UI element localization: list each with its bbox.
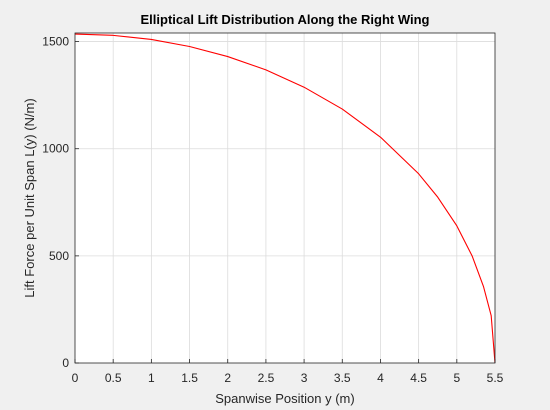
- series-group: [74, 33, 496, 364]
- x-tick-label-3: 1.5: [181, 371, 198, 385]
- x-tick-label-6: 3: [301, 371, 308, 385]
- x-tick-label-10: 5: [453, 371, 460, 385]
- y-tick-label-2: 1000: [42, 142, 69, 156]
- x-tick-label-5: 2.5: [258, 371, 275, 385]
- x-tick-label-1: 0.5: [105, 371, 122, 385]
- plot-area: [75, 33, 495, 363]
- x-tick-label-0: 0: [72, 371, 79, 385]
- grid: [75, 33, 495, 363]
- x-axis-label: Spanwise Position y (m): [215, 391, 354, 406]
- y-tick-label-0: 0: [62, 356, 69, 370]
- y-axis-ticks: 0 500 1000 1500: [42, 35, 79, 370]
- x-tick-label-11: 5.5: [487, 371, 504, 385]
- y-axis-label: Lift Force per Unit Span L(y) (N/m): [22, 98, 37, 297]
- x-tick-label-2: 1: [148, 371, 155, 385]
- y-tick-label-1: 500: [49, 249, 69, 263]
- x-axis-ticks: 0 0.5 1 1.5 2 2.5 3 3.5 4 4.5 5 5.5: [72, 359, 504, 385]
- plot-frame: [74, 32, 496, 364]
- x-tick-label-8: 4: [377, 371, 384, 385]
- y-tick-label-3: 1500: [42, 35, 69, 49]
- chart-title: Elliptical Lift Distribution Along the R…: [141, 12, 430, 27]
- x-tick-label-7: 3.5: [334, 371, 351, 385]
- x-tick-label-4: 2: [224, 371, 231, 385]
- x-tick-label-9: 4.5: [410, 371, 427, 385]
- series-line-0: [74, 33, 496, 364]
